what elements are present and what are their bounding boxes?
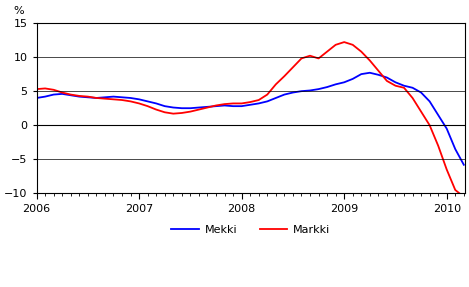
Mekki bbox=[453, 147, 458, 151]
Markki bbox=[453, 188, 458, 192]
Mekki bbox=[367, 71, 373, 75]
Markki bbox=[162, 110, 167, 114]
Line: Markki: Markki bbox=[37, 42, 464, 197]
Mekki bbox=[34, 96, 39, 100]
Mekki bbox=[128, 96, 133, 100]
Mekki bbox=[461, 163, 467, 166]
Markki bbox=[170, 112, 176, 115]
Markki bbox=[128, 100, 133, 103]
Mekki bbox=[316, 88, 321, 91]
Legend: Mekki, Markki: Mekki, Markki bbox=[167, 220, 334, 239]
Markki bbox=[461, 195, 467, 199]
Mekki bbox=[170, 106, 176, 109]
Markki bbox=[341, 40, 347, 44]
Line: Mekki: Mekki bbox=[37, 73, 464, 165]
Markki bbox=[316, 57, 321, 60]
Markki bbox=[350, 43, 356, 46]
Mekki bbox=[341, 81, 347, 84]
Text: %: % bbox=[13, 6, 23, 16]
Markki bbox=[34, 88, 39, 91]
Mekki bbox=[162, 104, 167, 108]
